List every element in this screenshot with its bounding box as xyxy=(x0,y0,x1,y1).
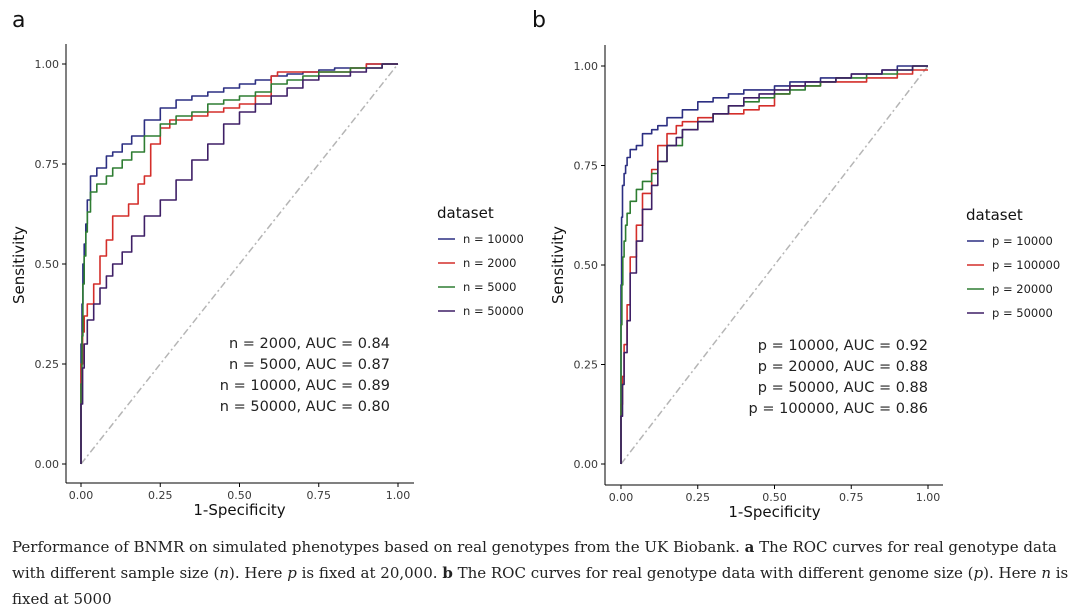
caption-fixed-var-a: p xyxy=(287,564,297,582)
auc-annotation: p = 50000, AUC = 0.88 xyxy=(758,380,928,396)
y-tick-label: 1.00 xyxy=(574,60,599,73)
x-tick-label: 0.50 xyxy=(762,491,787,504)
y-tick-label: 0.00 xyxy=(35,458,60,471)
y-tick-label: 0.50 xyxy=(35,258,60,271)
auc-annotation: p = 20000, AUC = 0.88 xyxy=(758,359,928,375)
legend-label: n = 50000 xyxy=(463,304,524,318)
legend-label: n = 5000 xyxy=(463,280,517,294)
caption-label-b: b xyxy=(442,564,453,582)
x-tick-label: 0.00 xyxy=(69,489,94,502)
caption-text-a-2: ). Here xyxy=(229,564,288,582)
y-axis-label: Sensitivity xyxy=(549,226,567,304)
legend-label: p = 100000 xyxy=(992,258,1060,272)
x-tick-label: 1.00 xyxy=(386,489,411,502)
x-tick-label: 0.00 xyxy=(609,491,634,504)
caption-text-b-1: The ROC curves for real genotype data wi… xyxy=(452,564,974,582)
caption-fixed-var-b: n xyxy=(1041,564,1051,582)
y-tick-label: 0.25 xyxy=(35,358,60,371)
caption-var-b: p xyxy=(973,564,984,582)
y-tick-label: 0.25 xyxy=(574,359,599,372)
auc-annotation: p = 100000, AUC = 0.86 xyxy=(749,401,928,417)
roc-curve-n-2000 xyxy=(80,63,398,464)
auc-annotation: p = 10000, AUC = 0.92 xyxy=(758,338,928,354)
figure: a 0.00 0.25 0.50 0.75 1.00 0.00 0.25 0.50 0.75 1.0… xyxy=(10,8,1060,521)
x-axis-label: 1-Specificity xyxy=(193,501,285,519)
roc-curve-p-50000 xyxy=(620,65,928,464)
caption-var-a: n xyxy=(219,564,230,582)
x-tick-label: 1.00 xyxy=(916,491,941,504)
y-tick-label: 0.75 xyxy=(35,158,60,171)
legend-label: p = 20000 xyxy=(992,282,1053,296)
roc-curve-n-50000 xyxy=(80,63,398,464)
x-axis-label: 1-Specificity xyxy=(728,503,820,521)
y-tick-label: 1.00 xyxy=(35,58,60,71)
x-tick-label: 0.25 xyxy=(686,491,711,504)
figure-caption: Performance of BNMR on simulated phenoty… xyxy=(12,534,1072,612)
panel-label: a xyxy=(12,8,25,33)
y-tick-label: 0.50 xyxy=(574,259,599,272)
diagonal-reference-line xyxy=(80,63,399,465)
legend-title: dataset xyxy=(966,206,1023,224)
y-tick-label: 0.75 xyxy=(574,160,599,173)
legend-label: p = 10000 xyxy=(992,234,1053,248)
y-axis-label: Sensitivity xyxy=(10,226,28,304)
panel-label: b xyxy=(532,8,546,33)
panel-a: a 0.00 0.25 0.50 0.75 1.00 0.00 0.25 0.50 0.75 1.0… xyxy=(10,8,524,519)
legend-title: dataset xyxy=(437,204,494,222)
x-tick-label: 0.75 xyxy=(307,489,332,502)
auc-annotation: n = 50000, AUC = 0.80 xyxy=(220,399,390,415)
auc-annotation: n = 10000, AUC = 0.89 xyxy=(220,378,390,394)
x-tick-label: 0.75 xyxy=(839,491,864,504)
caption-text-a-1: The ROC curves for real genotype data wi… xyxy=(12,538,1057,582)
auc-annotation: n = 2000, AUC = 0.84 xyxy=(229,336,390,352)
caption-text-b-2: ). Here xyxy=(983,564,1042,582)
caption-intro: Performance of BNMR on simulated phenoty… xyxy=(12,538,745,556)
x-tick-label: 0.50 xyxy=(227,489,252,502)
auc-annotation: n = 5000, AUC = 0.87 xyxy=(229,357,390,373)
legend-label: n = 2000 xyxy=(463,256,517,270)
diagonal-reference-line xyxy=(620,65,929,465)
legend-label: n = 10000 xyxy=(463,232,524,246)
x-tick-label: 0.25 xyxy=(148,489,173,502)
caption-text-a-3: is fixed at 20,000. xyxy=(296,564,443,582)
panel-b: b 0.00 0.25 0.50 0.75 1.00 0.00 0.25 0.50 0.75 1.0… xyxy=(532,8,1060,521)
roc-curve-n-5000 xyxy=(80,63,398,464)
y-tick-label: 0.00 xyxy=(574,458,599,471)
legend-label: p = 50000 xyxy=(992,306,1053,320)
caption-label-a: a xyxy=(744,538,755,556)
